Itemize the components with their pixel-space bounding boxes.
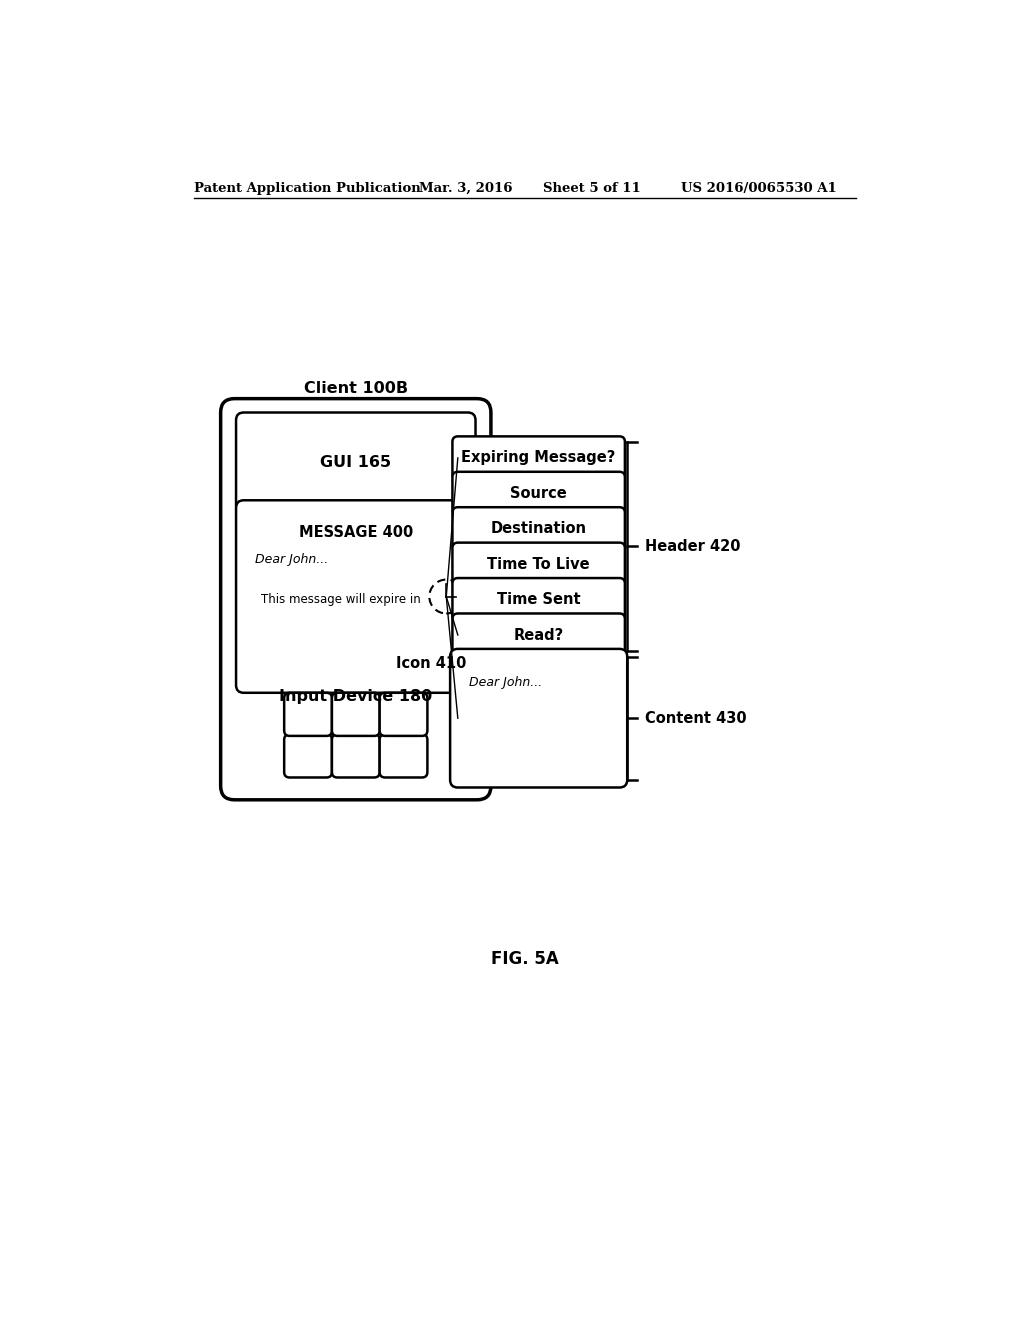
Text: US 2016/0065530 A1: US 2016/0065530 A1 bbox=[681, 182, 837, 194]
Text: Header 420: Header 420 bbox=[645, 539, 740, 554]
FancyBboxPatch shape bbox=[332, 734, 380, 777]
Text: Icon 410: Icon 410 bbox=[396, 656, 467, 671]
FancyBboxPatch shape bbox=[453, 543, 625, 586]
FancyBboxPatch shape bbox=[453, 437, 625, 479]
FancyBboxPatch shape bbox=[453, 578, 625, 622]
Text: Dear John...: Dear John... bbox=[255, 553, 329, 566]
FancyBboxPatch shape bbox=[380, 734, 427, 777]
FancyBboxPatch shape bbox=[453, 471, 625, 515]
Text: Destination: Destination bbox=[490, 521, 587, 536]
FancyBboxPatch shape bbox=[453, 507, 625, 550]
FancyBboxPatch shape bbox=[237, 413, 475, 512]
Text: Patent Application Publication: Patent Application Publication bbox=[194, 182, 421, 194]
Text: Time To Live: Time To Live bbox=[487, 557, 590, 572]
FancyBboxPatch shape bbox=[285, 693, 332, 737]
FancyBboxPatch shape bbox=[237, 500, 475, 693]
Text: MESSAGE 400: MESSAGE 400 bbox=[299, 525, 413, 540]
Text: Input Device 180: Input Device 180 bbox=[280, 689, 432, 704]
FancyBboxPatch shape bbox=[285, 734, 332, 777]
Text: This message will expire in: This message will expire in bbox=[261, 593, 421, 606]
Text: Read?: Read? bbox=[513, 627, 564, 643]
Text: Time Sent: Time Sent bbox=[497, 593, 581, 607]
FancyBboxPatch shape bbox=[453, 614, 625, 656]
Text: Sheet 5 of 11: Sheet 5 of 11 bbox=[543, 182, 640, 194]
Text: Mar. 3, 2016: Mar. 3, 2016 bbox=[419, 182, 513, 194]
FancyBboxPatch shape bbox=[380, 693, 427, 737]
Text: Client 100B: Client 100B bbox=[304, 380, 408, 396]
Text: Source: Source bbox=[510, 486, 567, 500]
Text: Content 430: Content 430 bbox=[645, 710, 746, 726]
Text: Dear John...: Dear John... bbox=[469, 676, 543, 689]
FancyBboxPatch shape bbox=[220, 399, 490, 800]
Text: FIG. 5A: FIG. 5A bbox=[490, 950, 559, 968]
Text: GUI 165: GUI 165 bbox=[321, 455, 391, 470]
FancyBboxPatch shape bbox=[451, 649, 628, 788]
Text: Expiring Message?: Expiring Message? bbox=[462, 450, 615, 466]
FancyBboxPatch shape bbox=[332, 693, 380, 737]
